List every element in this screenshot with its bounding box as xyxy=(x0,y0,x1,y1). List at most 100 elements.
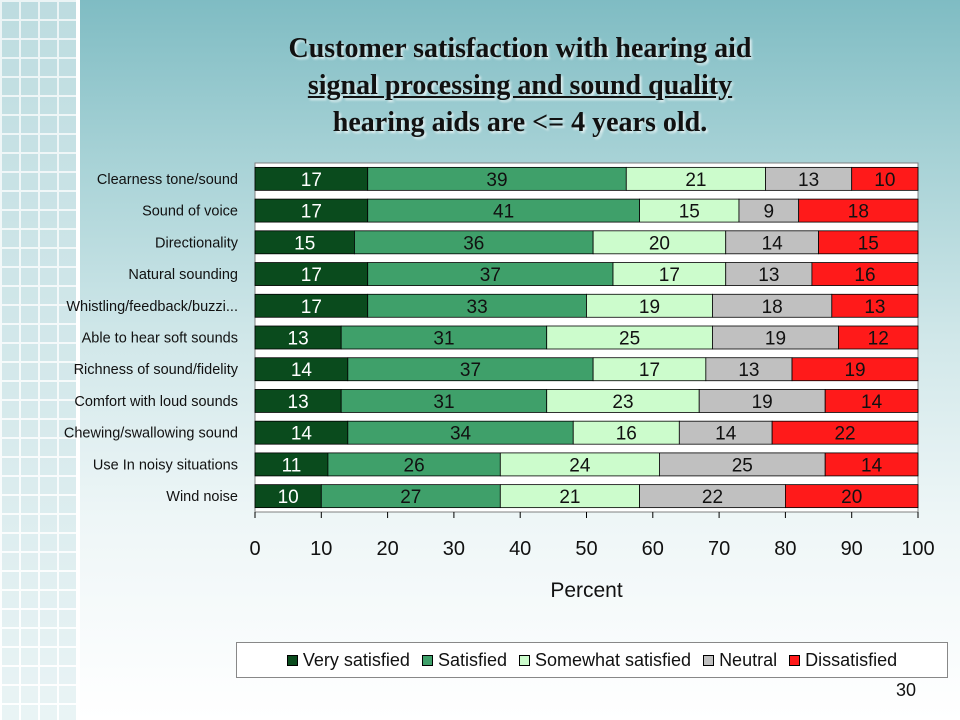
x-tick-label: 20 xyxy=(376,538,398,560)
x-tick-label: 10 xyxy=(310,538,332,560)
data-label: 22 xyxy=(834,424,855,445)
data-label: 19 xyxy=(765,329,786,350)
data-label: 11 xyxy=(282,455,302,476)
title-line-1: Customer satisfaction with hearing aid xyxy=(288,33,752,64)
legend-swatch xyxy=(421,654,433,666)
data-label: 13 xyxy=(798,170,819,191)
x-tick-label: 40 xyxy=(509,538,531,560)
data-label: 17 xyxy=(639,360,660,381)
legend-item: Dissatisfied xyxy=(789,650,897,671)
x-tick-label: 60 xyxy=(642,538,664,560)
data-label: 12 xyxy=(868,329,889,350)
data-label: 17 xyxy=(301,202,322,223)
bar-segment xyxy=(831,293,919,318)
data-label: 13 xyxy=(758,265,779,286)
data-label: 36 xyxy=(463,233,484,254)
category-label: Natural sounding xyxy=(128,267,238,283)
data-label: 17 xyxy=(301,297,322,318)
data-label: 15 xyxy=(294,233,315,254)
category-label: Able to hear soft sounds xyxy=(82,331,238,347)
bar-segment xyxy=(791,357,919,382)
legend-swatch xyxy=(703,654,715,666)
legend-item: Satisfied xyxy=(421,649,507,671)
slide-title: Customer satisfaction with hearing aid s… xyxy=(160,30,880,141)
x-tick-label: 0 xyxy=(249,538,260,560)
data-label: 14 xyxy=(762,233,784,254)
data-label: 10 xyxy=(874,170,895,191)
bar-segment xyxy=(818,230,919,255)
data-label: 26 xyxy=(404,455,425,476)
category-label: Comfort with loud sounds xyxy=(74,394,238,410)
data-label: 10 xyxy=(278,487,299,508)
x-tick-label: 80 xyxy=(774,538,796,560)
category-label: Sound of voice xyxy=(142,204,238,220)
data-label: 24 xyxy=(569,455,591,476)
x-tick-label: 100 xyxy=(901,538,934,560)
title-line-2: signal processing and sound quality xyxy=(307,70,733,101)
data-label: 14 xyxy=(715,424,737,445)
x-tick-label: 90 xyxy=(841,538,863,560)
decorative-divider xyxy=(76,0,80,720)
category-label: Directionality xyxy=(155,235,239,251)
decorative-grid-panel xyxy=(0,0,76,720)
legend-item: Somewhat satisfied xyxy=(518,649,692,671)
data-label: 13 xyxy=(864,297,885,318)
data-label: 17 xyxy=(659,265,680,286)
data-label: 33 xyxy=(467,297,488,318)
bar-segment xyxy=(811,262,919,286)
data-label: 19 xyxy=(639,297,660,318)
page-number: 30 xyxy=(896,680,917,700)
legend-label: Satisfied xyxy=(437,649,507,670)
data-label: 15 xyxy=(679,202,700,223)
category-label: Clearness tone/sound xyxy=(97,172,238,188)
bar-segment xyxy=(798,198,919,223)
x-axis-title: Percent xyxy=(550,579,623,602)
title-line-3: hearing aids are <= 4 years old. xyxy=(332,107,708,138)
data-label: 31 xyxy=(433,329,454,350)
data-label: 25 xyxy=(619,329,640,350)
data-label: 23 xyxy=(612,392,633,413)
chart-legend: Very satisfied Satisfied Somewhat satisfie… xyxy=(236,642,948,678)
data-label: 17 xyxy=(301,265,322,286)
legend-item: Neutral xyxy=(703,650,777,671)
category-label: Chewing/swallowing sound xyxy=(64,426,238,442)
data-label: 9 xyxy=(764,202,775,223)
bar-segment xyxy=(851,166,919,191)
data-label: 18 xyxy=(762,297,783,318)
data-label: 16 xyxy=(616,424,637,445)
legend-swatch xyxy=(518,654,530,666)
legend-label: Neutral xyxy=(719,649,778,670)
legend-label: Somewhat satisfied xyxy=(534,649,692,670)
data-label: 41 xyxy=(493,202,514,223)
data-label: 22 xyxy=(702,487,723,508)
data-label: 14 xyxy=(861,455,883,476)
data-label: 14 xyxy=(291,360,313,381)
x-tick-label: 70 xyxy=(708,538,730,560)
category-label: Wind noise xyxy=(166,489,238,505)
legend-swatch xyxy=(789,654,801,666)
data-label: 20 xyxy=(649,233,670,254)
data-label: 16 xyxy=(854,265,875,286)
x-tick-label: 50 xyxy=(575,538,597,560)
data-label: 37 xyxy=(480,265,501,286)
bar-segment xyxy=(824,389,919,413)
data-label: 19 xyxy=(844,360,865,381)
bar-segment xyxy=(771,420,919,445)
data-label: 25 xyxy=(732,455,753,476)
data-label: 13 xyxy=(288,392,309,413)
legend-label: Very satisfied xyxy=(302,649,410,670)
bar-segment xyxy=(838,325,919,350)
category-label: Whistling/feedback/buzzi... xyxy=(66,299,238,315)
legend-label: Dissatisfied xyxy=(805,649,898,670)
data-label: 13 xyxy=(288,329,309,350)
data-label: 20 xyxy=(841,487,862,508)
x-tick-label: 30 xyxy=(443,538,465,560)
data-label: 37 xyxy=(460,360,481,381)
data-label: 14 xyxy=(291,424,313,445)
data-label: 18 xyxy=(848,202,869,223)
data-label: 34 xyxy=(450,424,472,445)
category-label: Use In noisy situations xyxy=(93,457,238,473)
data-label: 39 xyxy=(486,170,507,191)
legend-swatch xyxy=(286,654,298,666)
